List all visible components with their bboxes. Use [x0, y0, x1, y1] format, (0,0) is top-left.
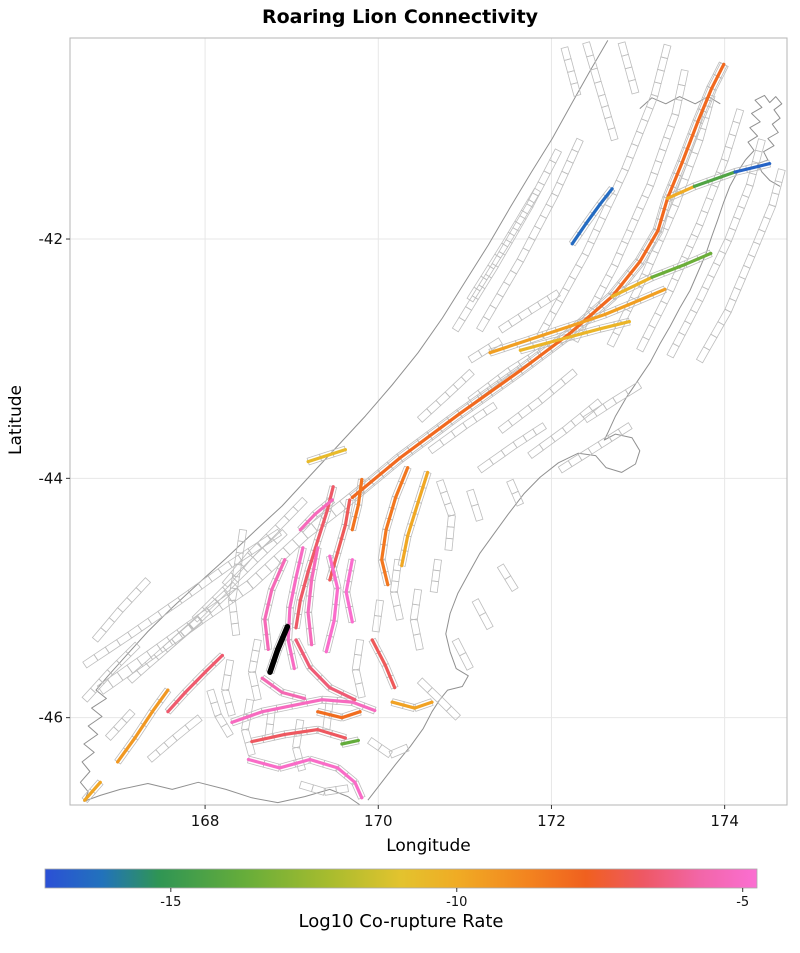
y-tick-label: -46: [39, 709, 64, 727]
rupture-path: [350, 62, 726, 500]
gridlines: [70, 38, 787, 805]
rupture-path: [370, 638, 397, 690]
x-tick-label: 170: [364, 812, 393, 830]
rupture-path: [83, 780, 102, 802]
rupture-path: [306, 448, 347, 464]
rupture-path: [166, 653, 224, 714]
colorbar-tick-label: -15: [160, 895, 181, 910]
rupture-path: [733, 162, 772, 174]
rupture-path: [488, 287, 667, 355]
rupture-paths: [83, 62, 772, 802]
rupture-path: [692, 170, 737, 188]
rupture-path: [324, 554, 340, 654]
x-axis-label: Longitude: [386, 836, 471, 856]
rupture-path: [344, 558, 354, 624]
rupture-path: [306, 546, 320, 647]
colorbar-tick-label: -10: [446, 895, 467, 910]
x-tick-label: 174: [710, 812, 739, 830]
map-plot-area: [70, 38, 787, 805]
y-tick-label: -44: [39, 469, 64, 487]
colorbar-tick-label: -5: [736, 895, 749, 910]
rupture-path: [260, 676, 307, 701]
y-axis-label: Latitude: [6, 385, 26, 455]
coastline: [79, 40, 783, 805]
y-tick-label: -42: [39, 230, 64, 248]
rupture-path: [380, 466, 410, 587]
rupture-path: [610, 275, 654, 299]
axes-frame: [69, 37, 788, 806]
rupture-path: [298, 498, 334, 532]
rupture-path: [390, 700, 434, 710]
colorbar: [44, 868, 758, 889]
rupture-path: [294, 638, 357, 702]
colorbar-label: Log10 Co-rupture Rate: [298, 911, 504, 932]
rupture-path: [263, 558, 287, 651]
rupture-path: [230, 698, 377, 724]
x-tick-label: 168: [191, 812, 220, 830]
rupture-path: [400, 470, 430, 568]
rupture-path: [350, 477, 364, 532]
figure-title: Roaring Lion Connectivity: [261, 6, 539, 28]
rupture-path: [665, 184, 696, 200]
rupture-path: [250, 728, 347, 744]
rupture-path: [294, 485, 335, 630]
rupture-path: [116, 688, 170, 764]
highlight-fault-path: [267, 623, 291, 675]
axis-ticks: 168 170 172 174 -42 -44 -46: [39, 230, 739, 830]
rupture-path: [650, 251, 713, 279]
rupture-path: [246, 757, 364, 800]
rupture-path: [518, 320, 631, 352]
rupture-path: [570, 187, 614, 246]
rupture-path: [286, 546, 305, 671]
rupture-path: [316, 710, 362, 720]
rupture-path: [340, 738, 360, 746]
x-tick-label: 172: [537, 812, 566, 830]
